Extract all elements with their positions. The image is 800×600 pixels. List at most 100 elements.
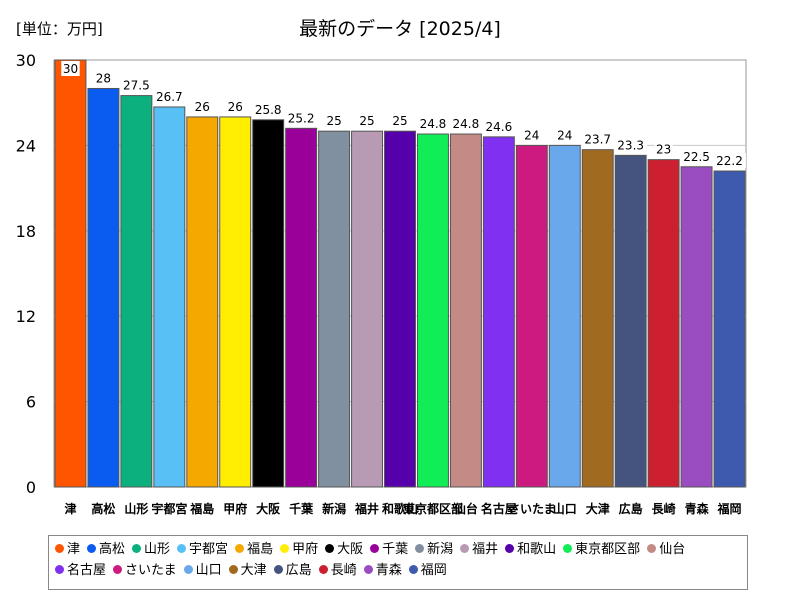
data-label: 26: [195, 100, 210, 114]
bar: [252, 119, 285, 488]
legend-label: 大阪: [337, 542, 364, 557]
data-label: 22.2: [716, 154, 743, 168]
bar: [416, 133, 449, 488]
data-label-bg: [416, 116, 450, 132]
data-label: 23: [656, 143, 671, 157]
x-tick-label: 千葉: [289, 501, 314, 516]
data-label: 25: [359, 114, 374, 128]
bar: [647, 159, 680, 488]
bar: [680, 166, 713, 488]
legend-label: 長崎: [330, 563, 357, 578]
x-tick-label: 青森: [685, 501, 710, 516]
bar: [449, 133, 482, 488]
data-label-bg: [581, 131, 615, 147]
data-label-bg: [713, 153, 746, 169]
legend-marker: [563, 544, 573, 553]
legend-label: 福島: [247, 542, 274, 557]
data-label: 25.8: [255, 103, 282, 117]
data-label: 24.8: [453, 117, 480, 131]
bar: [186, 116, 219, 488]
legend-label: 福岡: [420, 563, 447, 578]
legend-label: 青森: [375, 563, 402, 578]
chart-title: 最新のデータ [2025/4]: [299, 18, 501, 40]
x-tick-label: 大阪: [256, 501, 281, 516]
legend-item: 青森: [363, 560, 402, 581]
data-label-bg: [226, 98, 245, 114]
legend-item: 名古屋: [55, 560, 106, 581]
legend-item: 福岡: [408, 560, 447, 581]
x-tick-label: 大津: [586, 501, 610, 516]
data-label-bg: [522, 127, 542, 143]
bar-chart: 0 6 12 18 24 30 30 津 28 高松 27.5 山形 26.7 宇都宮 26 福島 26 甲府 25…: [16, 51, 747, 516]
data-label: 23.7: [584, 133, 611, 147]
legend-label: 仙台: [659, 542, 686, 557]
bar: [120, 95, 153, 488]
data-label-bg: [654, 141, 673, 157]
data-label-bg: [614, 137, 648, 153]
x-tick-label: 広島: [619, 501, 643, 516]
data-label-bg: [680, 148, 713, 164]
data-label-bg: [357, 113, 377, 129]
y-tick-label: 24: [16, 136, 36, 155]
legend-label: 山形: [144, 542, 171, 557]
y-tick-label: 30: [16, 51, 36, 70]
legend-marker: [177, 544, 187, 553]
legend-marker: [280, 544, 290, 553]
x-tick-label: 仙台: [454, 501, 478, 516]
legend-label: 新潟: [427, 542, 454, 557]
bar: [219, 116, 252, 488]
legend-label: 広島: [285, 563, 312, 578]
x-tick-label: 名古屋: [481, 501, 517, 516]
legend-label: 千葉: [382, 542, 409, 557]
data-label: 28: [96, 71, 111, 85]
x-tick-label: 宇都宮: [151, 501, 187, 516]
bar: [548, 144, 581, 488]
data-label-bg: [390, 113, 410, 129]
legend-marker: [415, 544, 425, 553]
bar: [318, 130, 351, 488]
bar: [87, 87, 120, 488]
legend-marker: [235, 544, 245, 553]
x-tick-label: 津: [64, 501, 76, 516]
legend-label: 名古屋: [67, 563, 107, 578]
x-tick-label: 高松: [91, 501, 115, 516]
y-tick-label: 18: [16, 222, 36, 241]
data-label-bg: [251, 101, 285, 117]
data-label: 24: [524, 128, 539, 142]
bar: [581, 149, 614, 488]
legend-item: 東京都区部: [563, 539, 640, 560]
legend-item: 山形: [132, 539, 170, 560]
data-label: 24.8: [420, 117, 447, 131]
bar: [482, 136, 515, 488]
data-label: 25.2: [288, 111, 315, 125]
x-tick-label: さいたま: [508, 502, 556, 516]
legend-marker: [370, 544, 380, 553]
legend-item: 仙台: [647, 539, 685, 560]
legend-marker: [408, 565, 418, 574]
x-tick-label: 福島: [189, 501, 214, 516]
legend-label: 高松: [99, 542, 126, 557]
data-label: 24: [557, 128, 572, 142]
legend-label: さいたま: [125, 563, 177, 578]
legend-marker: [273, 565, 283, 574]
y-tick-label: 12: [16, 307, 36, 326]
bar: [54, 59, 87, 488]
legend-marker: [363, 565, 373, 574]
legend-marker: [228, 565, 238, 574]
data-label: 26: [228, 100, 243, 114]
data-label-bg: [61, 61, 80, 76]
legend-marker: [87, 544, 97, 553]
chart-legend: 津 高松 山形 宇都宮 福島 甲府 大阪 千葉 新潟 福井 和歌山 東京都区部 仙台名古屋 さいたま 山口 大…: [48, 535, 748, 590]
data-label-bg: [324, 113, 344, 129]
legend-item: 新潟: [415, 539, 453, 560]
legend-item: 広島: [273, 560, 312, 581]
data-label-bg: [555, 127, 574, 143]
legend-item: 福井: [460, 539, 498, 560]
x-tick-label: 和歌山: [381, 501, 418, 516]
legend-marker: [325, 544, 335, 553]
x-tick-label: 新潟: [322, 501, 346, 516]
legend-item: 山口: [183, 560, 222, 581]
data-label: 25: [392, 114, 407, 128]
x-tick-label: 福岡: [717, 501, 742, 516]
legend-item: 大津: [228, 560, 267, 581]
